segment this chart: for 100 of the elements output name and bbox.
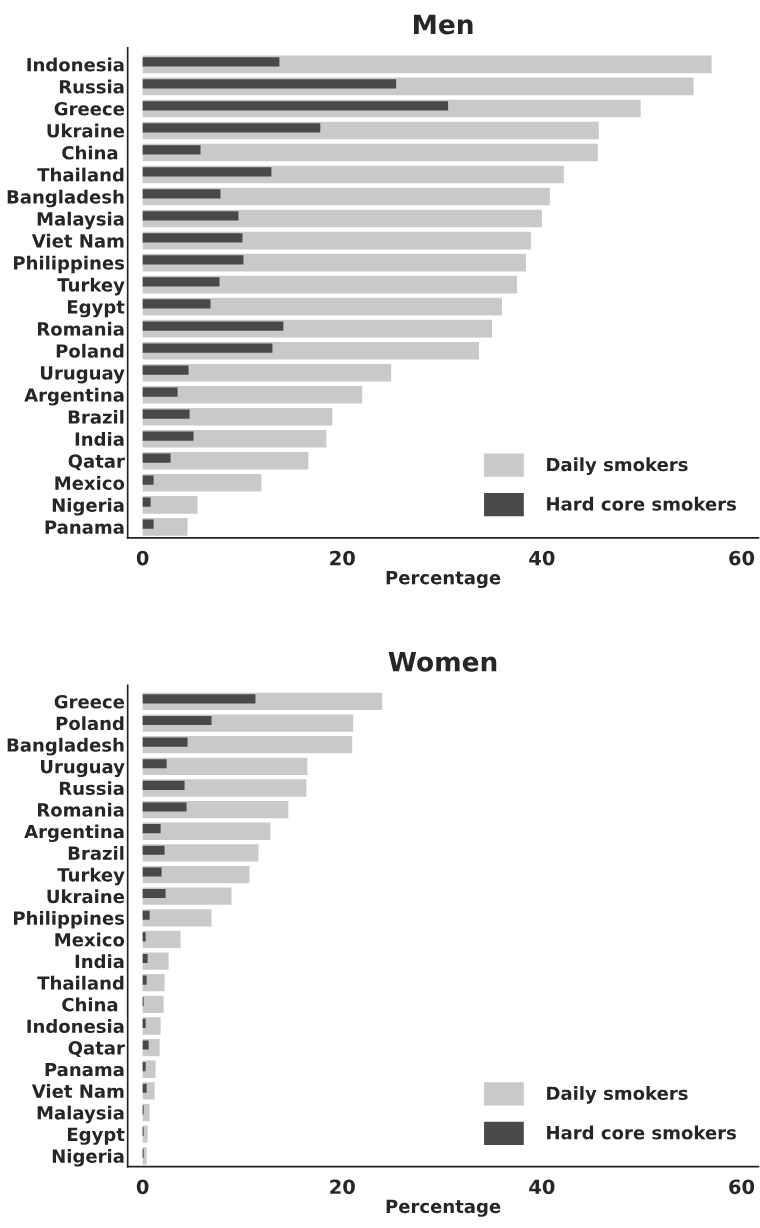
y-tick-label: Indonesia [27,1019,124,1034]
x-axis-title: Percentage [386,570,501,589]
y-tick-label: Thailand [37,975,124,990]
bar [142,321,284,331]
bar [142,79,397,89]
legend-label: Daily smokers [547,457,688,475]
y-tick-label: Russia [59,781,124,796]
bar [142,975,147,985]
bar [142,451,309,470]
bar [142,995,164,1013]
x-axis-title: Percentage [386,1199,501,1217]
y-tick-label: Ukraine [47,123,125,138]
x-tick-label: 60 [729,550,755,566]
x-tick-label: 20 [330,550,355,566]
y-tick-label: Viet Nam [31,233,124,248]
y-tick-label: Philippines [14,255,125,274]
bar [142,255,244,265]
bar [142,519,154,529]
bar [142,1040,149,1050]
bar [142,1083,147,1093]
bar [142,299,211,309]
bar [142,431,194,441]
y-tick-label: Ukraine [47,889,125,904]
bar [142,737,188,747]
y-tick-label: Brazil [68,846,124,861]
bar [142,932,146,942]
bar [142,167,272,177]
chart-title: Men [414,14,473,35]
bar [142,385,363,404]
y-tick-label: Greece [54,101,125,116]
bar [142,233,243,243]
bar [142,1018,146,1028]
bar [142,757,308,776]
y-tick-label: Uruguay [40,366,125,384]
bar [142,889,166,899]
bar [142,802,187,812]
y-tick-label: Egypt [67,300,125,318]
y-tick-label: Thailand [37,167,124,182]
bar [142,475,154,485]
legend-label: Daily smokers [547,1086,688,1104]
bar [142,694,256,704]
x-tick-label: 0 [136,1179,149,1195]
bar [142,143,598,162]
y-tick-label: India [75,431,124,446]
x-tick-label: 0 [136,550,149,566]
y-tick-label: Bangladesh [7,189,124,208]
bar [142,759,167,769]
y-tick-label: Brazil [68,409,124,424]
y-tick-label: China [62,997,118,1012]
bar [142,822,271,840]
y-tick-label: Egypt [67,1127,125,1145]
bar [142,910,150,920]
y-tick-label: Bangladesh [7,737,124,756]
x-tick-label: 40 [529,1179,555,1195]
bar [142,474,262,492]
bar [142,1103,150,1122]
legend-label: Hard core smokers [547,1125,736,1140]
bar [142,189,221,199]
bar [142,343,273,353]
y-tick-label: Qatar [68,454,125,471]
y-tick-label: China [62,145,118,160]
bar [142,1017,161,1035]
y-tick-label: Poland [56,716,124,731]
y-tick-label: Qatar [68,1041,125,1058]
y-tick-label: Nigeria [52,497,124,516]
legend-label: Hard core smokers [547,496,736,511]
y-tick-label: Argentina [24,824,124,843]
bar [142,123,321,133]
y-tick-label: Romania [38,321,124,336]
y-tick-label: Indonesia [27,57,124,72]
bar [142,930,181,949]
y-tick-label: Panama [45,520,124,534]
x-tick-label: 20 [330,1179,355,1195]
y-tick-label: Poland [56,343,124,358]
y-tick-label: Greece [54,694,125,709]
bar [142,952,169,970]
y-tick-label: Argentina [24,387,124,406]
bar [142,211,239,221]
bar [142,1062,146,1072]
y-tick-label: Panama [45,1062,124,1077]
y-tick-label: India [75,954,124,969]
y-tick-label: Turkey [57,277,125,296]
bar [142,363,392,382]
bar [142,145,201,155]
y-tick-label: Uruguay [40,759,125,778]
bar [142,101,449,111]
y-tick-label: Russia [59,79,124,94]
bar [142,497,151,507]
bar [142,867,162,877]
y-tick-label: Romania [38,802,124,817]
y-tick-label: Nigeria [52,1148,124,1167]
bar [142,409,190,419]
y-tick-label: Mexico [55,475,125,490]
bar [142,865,250,884]
y-tick-label: Philippines [14,910,125,929]
bar [142,780,185,790]
bar [142,496,198,514]
x-tick-label: 60 [729,1179,755,1195]
bar [142,365,189,375]
chart-title: Women [388,652,497,672]
